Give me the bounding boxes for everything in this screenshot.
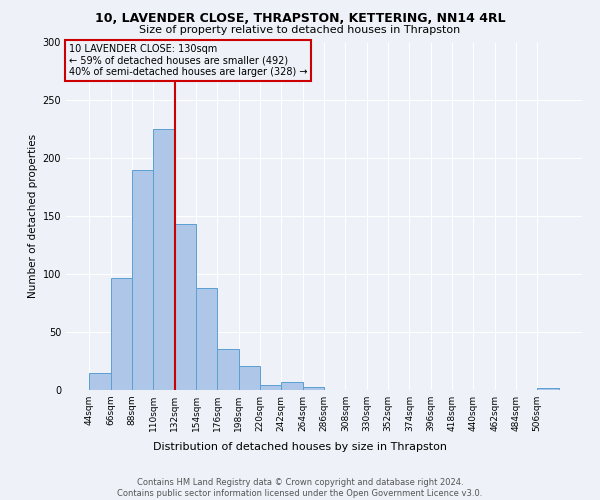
Text: Distribution of detached houses by size in Thrapston: Distribution of detached houses by size … bbox=[153, 442, 447, 452]
Bar bbox=[196, 288, 217, 390]
Text: Contains HM Land Registry data © Crown copyright and database right 2024.
Contai: Contains HM Land Registry data © Crown c… bbox=[118, 478, 482, 498]
Bar bbox=[281, 382, 302, 390]
Bar bbox=[217, 350, 239, 390]
Bar bbox=[89, 372, 111, 390]
Bar bbox=[302, 386, 324, 390]
Bar bbox=[132, 170, 154, 390]
Bar bbox=[154, 130, 175, 390]
Bar bbox=[537, 388, 559, 390]
Bar bbox=[260, 386, 281, 390]
Y-axis label: Number of detached properties: Number of detached properties bbox=[28, 134, 38, 298]
Text: 10 LAVENDER CLOSE: 130sqm
← 59% of detached houses are smaller (492)
40% of semi: 10 LAVENDER CLOSE: 130sqm ← 59% of detac… bbox=[68, 44, 307, 78]
Bar bbox=[175, 224, 196, 390]
Bar bbox=[239, 366, 260, 390]
Bar bbox=[111, 278, 132, 390]
Text: Size of property relative to detached houses in Thrapston: Size of property relative to detached ho… bbox=[139, 25, 461, 35]
Text: 10, LAVENDER CLOSE, THRAPSTON, KETTERING, NN14 4RL: 10, LAVENDER CLOSE, THRAPSTON, KETTERING… bbox=[95, 12, 505, 26]
